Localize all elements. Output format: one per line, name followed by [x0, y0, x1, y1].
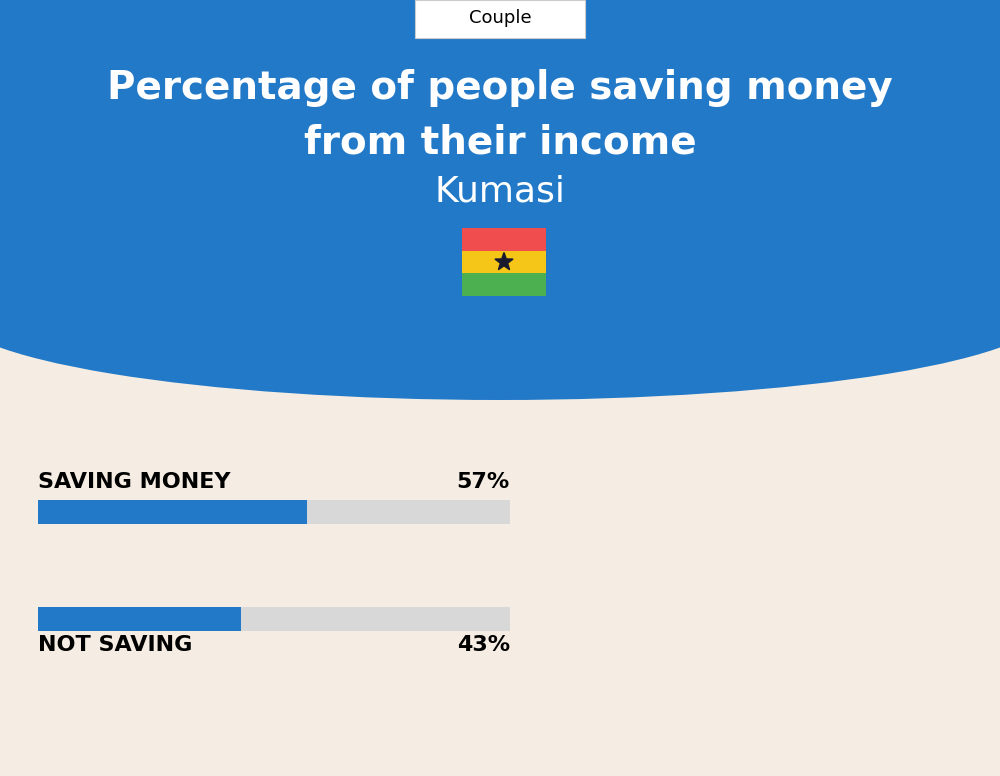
- Ellipse shape: [0, 220, 1000, 400]
- Polygon shape: [495, 252, 513, 270]
- Bar: [38, 607, 510, 631]
- Bar: [38, 607, 241, 631]
- Bar: [462, 273, 546, 296]
- Text: SAVING MONEY: SAVING MONEY: [38, 472, 230, 492]
- Bar: [462, 228, 546, 251]
- Bar: [462, 251, 546, 273]
- Text: Couple: Couple: [469, 9, 531, 27]
- Text: 57%: 57%: [457, 472, 510, 492]
- Bar: [0, 0, 1000, 310]
- Text: from their income: from their income: [304, 124, 696, 162]
- Text: 43%: 43%: [457, 635, 510, 655]
- Text: Kumasi: Kumasi: [435, 175, 565, 209]
- Bar: [38, 500, 510, 524]
- Bar: [38, 500, 307, 524]
- FancyBboxPatch shape: [415, 0, 585, 38]
- Text: Percentage of people saving money: Percentage of people saving money: [107, 69, 893, 107]
- Text: NOT SAVING: NOT SAVING: [38, 635, 192, 655]
